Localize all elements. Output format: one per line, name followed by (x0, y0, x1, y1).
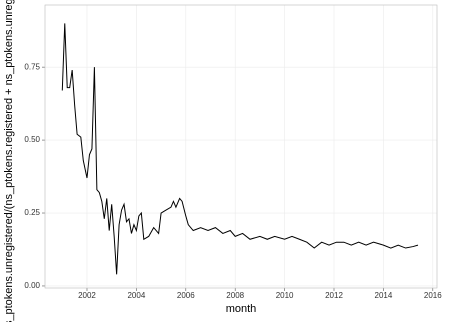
y-tick-label: 0.00 (24, 281, 40, 290)
y-tick-label: 0.75 (24, 62, 40, 71)
data-line (61, 23, 419, 275)
y-axis-title: s_ptokens.unregistered/(ns_ptokens.regis… (3, 0, 15, 322)
x-tick-label: 2002 (78, 291, 96, 300)
x-axis-title: month (226, 303, 257, 315)
plot-panel (45, 5, 437, 288)
panel-border (44, 4, 438, 289)
y-tick-label: 0.50 (24, 135, 40, 144)
x-tick-label: 2006 (177, 291, 195, 300)
y-tick-label: 0.25 (24, 208, 40, 217)
x-tick-label: 2012 (325, 291, 343, 300)
x-tick-label: 2014 (375, 291, 393, 300)
x-tick-label: 2010 (276, 291, 294, 300)
x-tick-label: 2016 (424, 291, 442, 300)
x-tick-label: 2008 (226, 291, 244, 300)
x-tick-label: 2004 (127, 291, 145, 300)
